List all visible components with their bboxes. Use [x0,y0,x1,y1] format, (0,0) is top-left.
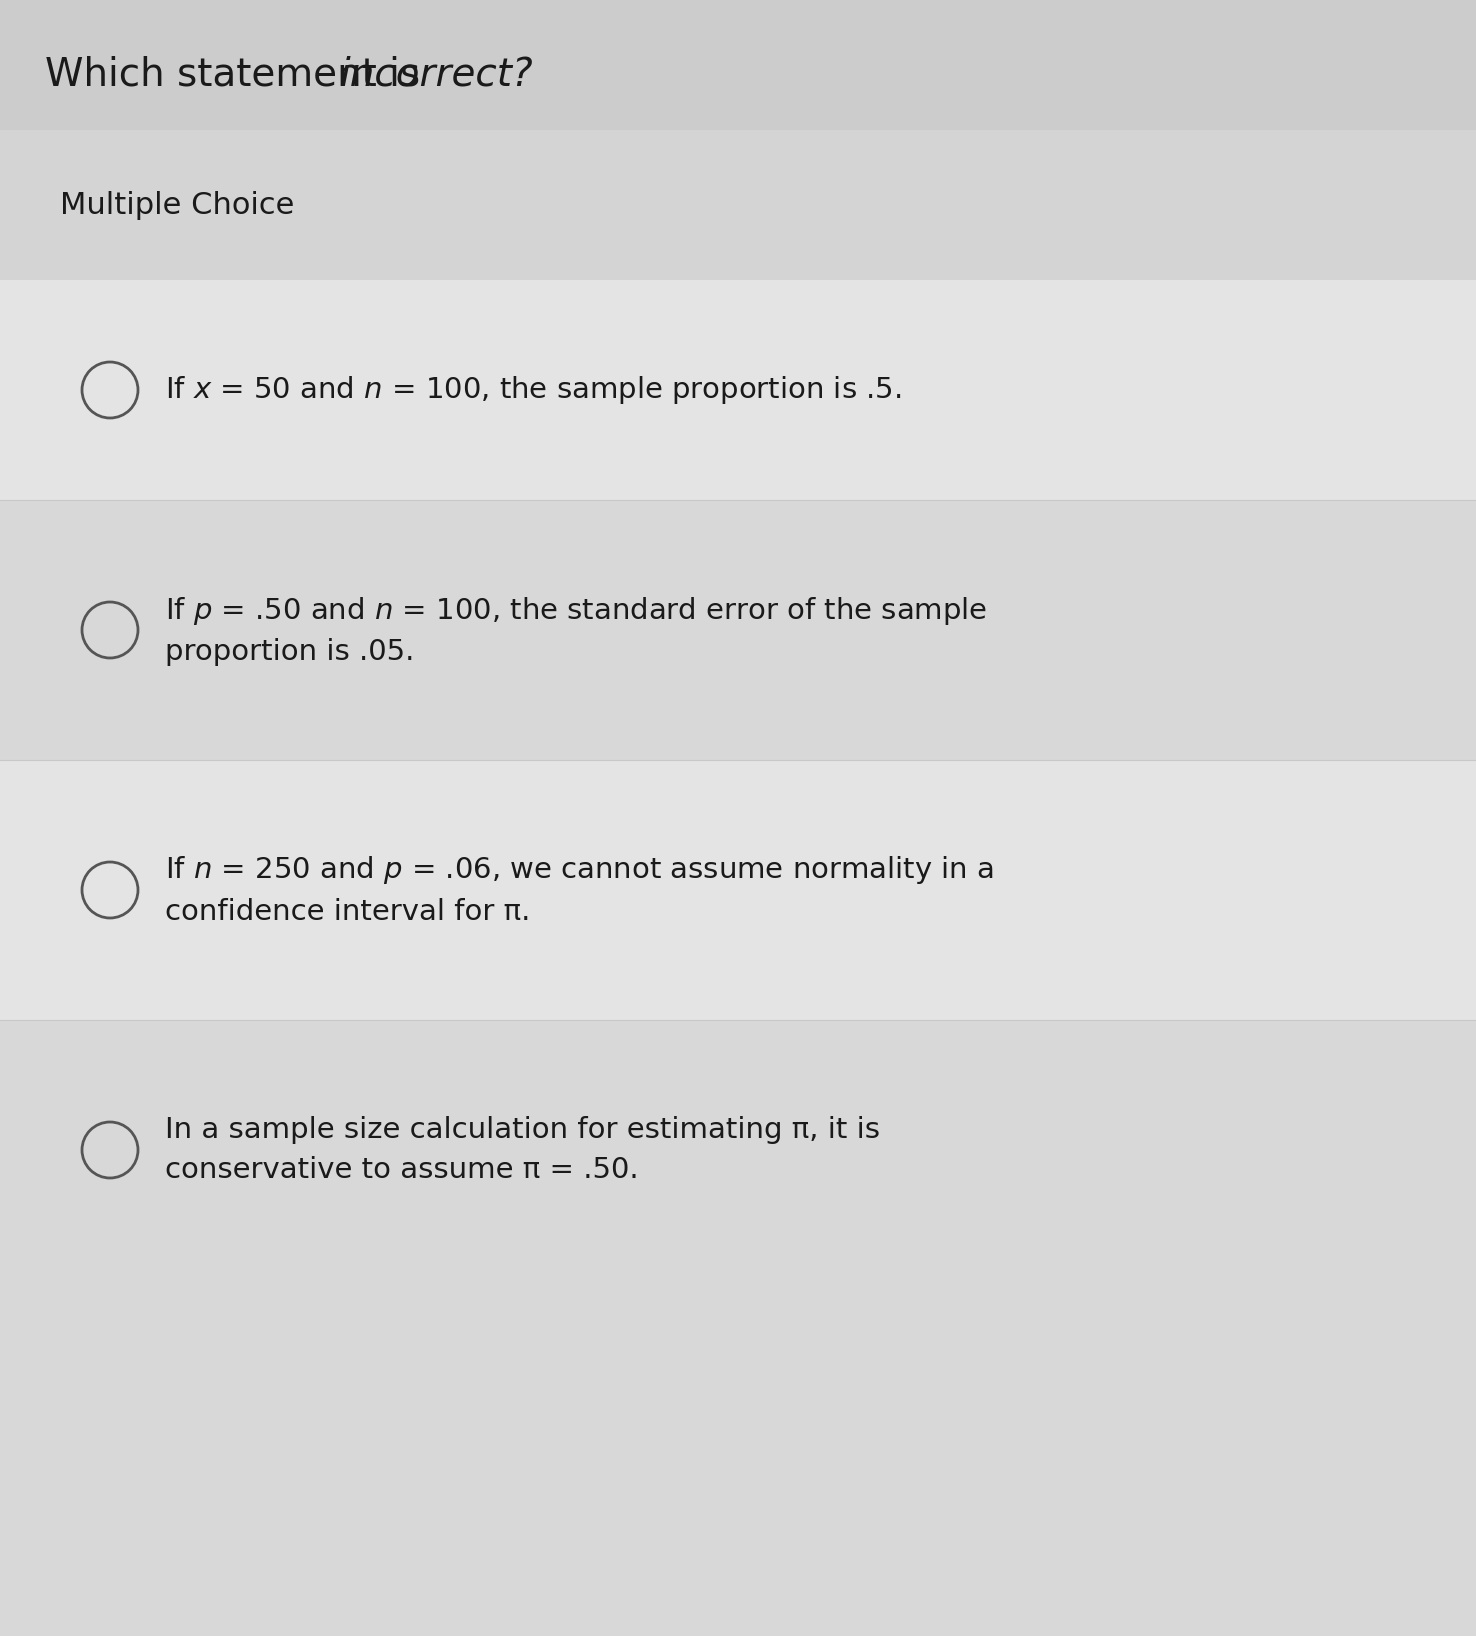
FancyBboxPatch shape [0,1019,1476,1279]
Text: If $n$ = 250 and $p$ = .06, we cannot assume normality in a
confidence interval : If $n$ = 250 and $p$ = .06, we cannot as… [165,854,993,926]
FancyBboxPatch shape [0,129,1476,1636]
FancyBboxPatch shape [0,129,1476,280]
FancyBboxPatch shape [0,0,1476,129]
Text: If $x$ = 50 and $n$ = 100, the sample proportion is .5.: If $x$ = 50 and $n$ = 100, the sample pr… [165,375,902,406]
Text: If $p$ = .50 and $n$ = 100, the standard error of the sample
proportion is .05.: If $p$ = .50 and $n$ = 100, the standard… [165,594,987,666]
FancyBboxPatch shape [0,761,1476,1019]
FancyBboxPatch shape [0,501,1476,761]
Text: In a sample size calculation for estimating π, it is
conservative to assume π = : In a sample size calculation for estimat… [165,1116,880,1183]
FancyBboxPatch shape [0,280,1476,501]
Text: Multiple Choice: Multiple Choice [61,190,294,219]
Text: incorrect?: incorrect? [339,56,533,93]
Text: Which statement is: Which statement is [44,56,432,93]
